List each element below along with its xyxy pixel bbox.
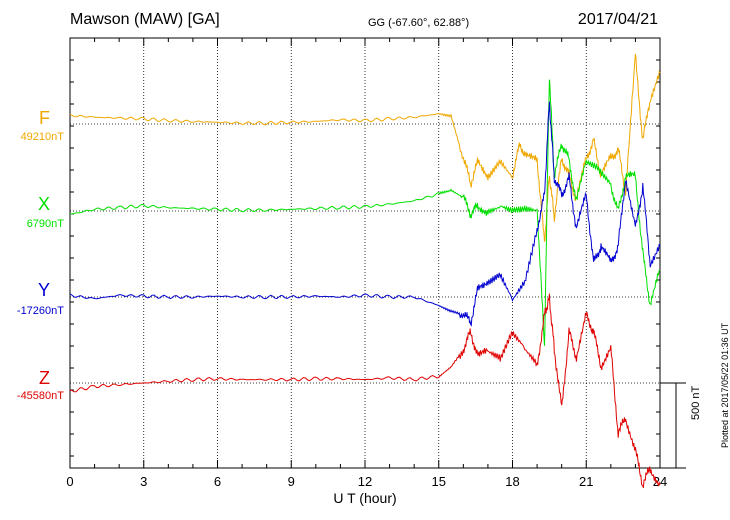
station-title: Mawson (MAW) [GA] [70, 11, 220, 28]
geographic-coords: GG (-67.60°, 62.88°) [368, 17, 470, 29]
trace-z [69, 293, 661, 488]
baseline-value-x: 6790nT [26, 218, 64, 230]
trace-x [69, 79, 661, 346]
baseline-value-z: -45580nT [16, 390, 64, 402]
baseline-value-f: 49210nT [20, 131, 64, 143]
x-axis-label: U T (hour) [333, 490, 397, 506]
plot-frame [69, 37, 661, 469]
x-tick-label: 6 [214, 474, 221, 489]
x-tick-label: 0 [66, 474, 73, 489]
baseline-value-y: -17260nT [16, 305, 64, 317]
component-label-x: X [37, 194, 50, 214]
x-tick-label: 12 [358, 474, 372, 489]
x-tick-label: 3 [140, 474, 147, 489]
x-tick-label: 9 [288, 474, 295, 489]
component-label-z: Z [39, 368, 50, 388]
scale-bar [660, 382, 686, 469]
x-tick-label: 24 [653, 474, 667, 489]
component-label-f: F [39, 108, 50, 128]
x-tick-label: 18 [505, 474, 519, 489]
trace-f [69, 54, 661, 242]
trace-y [69, 101, 661, 327]
plot-border [69, 37, 661, 469]
component-label-y: Y [37, 280, 50, 300]
scale-bar-label: 500 nT [690, 385, 702, 420]
x-tick-label: 21 [579, 474, 593, 489]
x-tick-label: 15 [432, 474, 446, 489]
component-traces [69, 54, 661, 488]
grid-lines [70, 38, 660, 468]
plotted-timestamp: Plotted at 2017/05/22 01:36 UT [720, 322, 730, 448]
plot-date: 2017/04/21 [577, 11, 658, 28]
x-axis-ticks: 0 3 6 9 12 15 18 21 24 [66, 38, 667, 489]
